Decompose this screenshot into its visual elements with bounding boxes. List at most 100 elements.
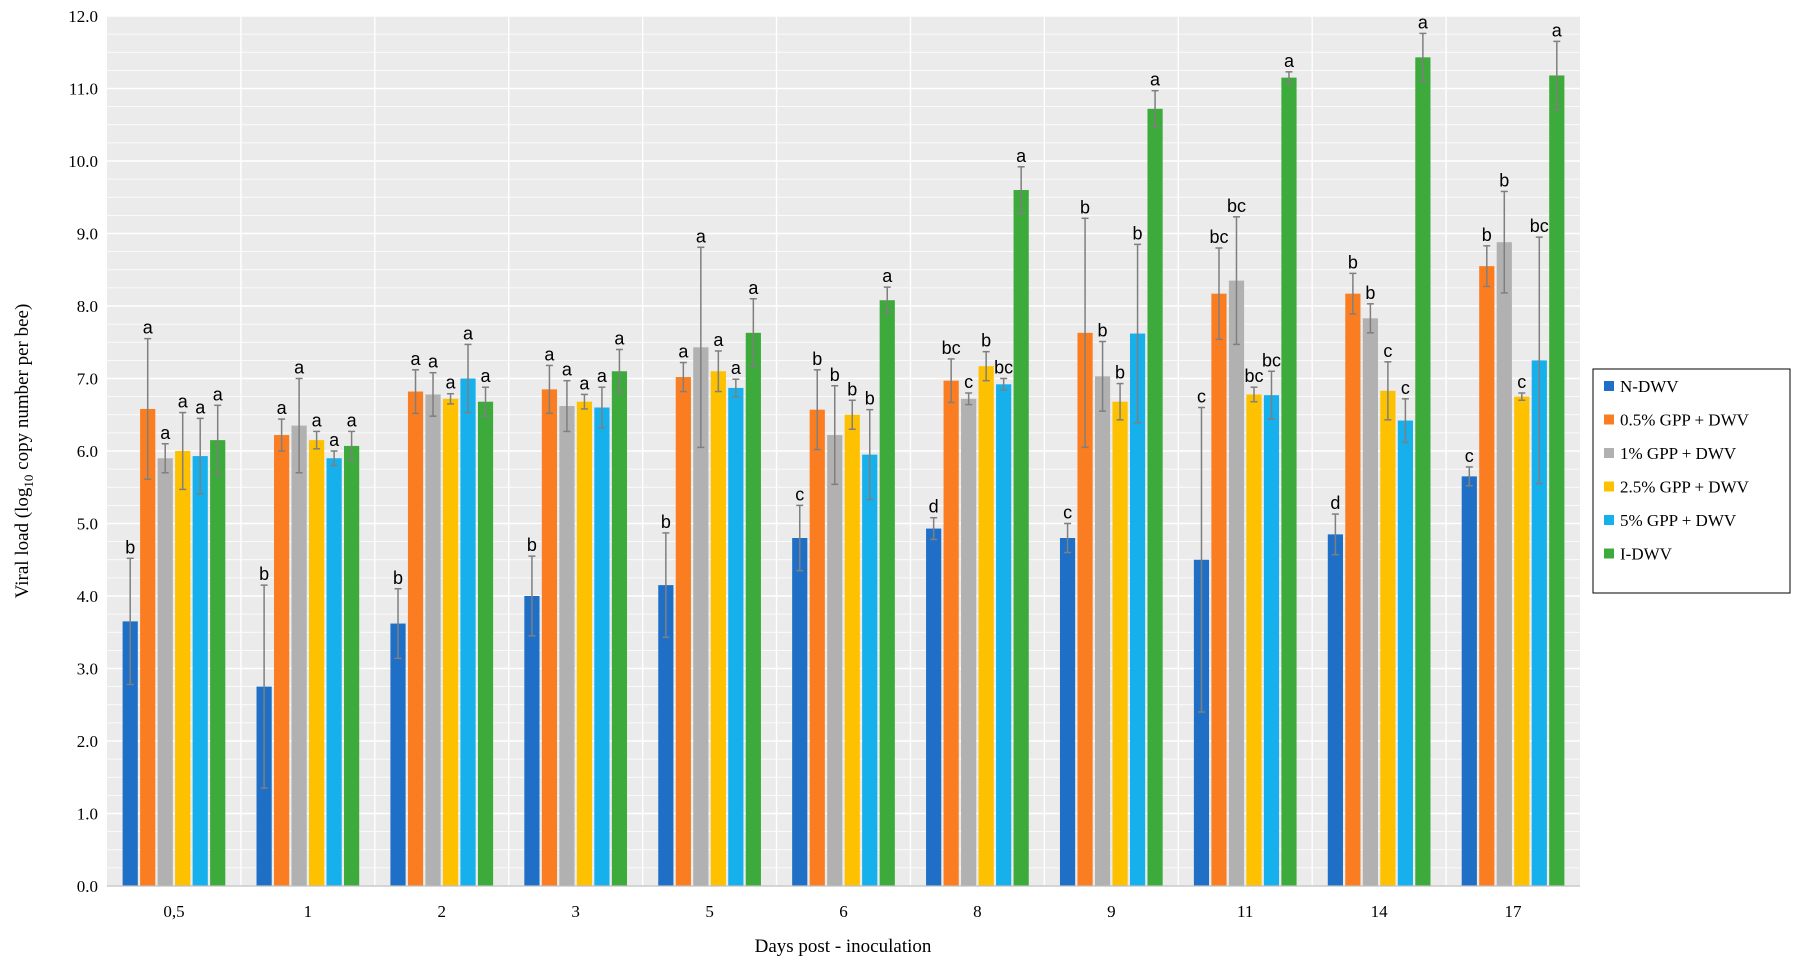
bar bbox=[745, 332, 761, 886]
bar bbox=[157, 458, 173, 886]
significance-label: bc bbox=[1244, 366, 1263, 386]
significance-label: a bbox=[160, 423, 171, 443]
significance-label: a bbox=[446, 373, 457, 393]
significance-label: b bbox=[1098, 321, 1108, 341]
bar bbox=[827, 435, 843, 886]
bar bbox=[710, 371, 726, 886]
significance-label: c bbox=[1063, 503, 1072, 523]
bar bbox=[1345, 293, 1361, 886]
bar bbox=[1263, 395, 1280, 886]
significance-label: bc bbox=[1530, 216, 1549, 236]
bar bbox=[1112, 401, 1128, 886]
significance-label: c bbox=[1383, 341, 1392, 361]
bar bbox=[1211, 293, 1227, 886]
x-tick-label: 11 bbox=[1237, 902, 1253, 921]
legend-box bbox=[1592, 368, 1791, 594]
y-axis-ticks: 0.0 1.0 2.0 3.0 4.0 5.0 6.0 7.0 8.0 9.0 10.0 11.0 12… bbox=[68, 7, 98, 896]
bar bbox=[1228, 280, 1245, 886]
significance-label: b bbox=[1482, 225, 1492, 245]
significance-label: b bbox=[1365, 283, 1375, 303]
y-tick-label: 1.0 bbox=[77, 805, 98, 824]
significance-label: a bbox=[713, 330, 724, 350]
x-tick-label: 6 bbox=[839, 902, 848, 921]
significance-label: bc bbox=[994, 358, 1013, 378]
significance-label: a bbox=[411, 349, 422, 369]
significance-label: a bbox=[347, 410, 358, 430]
bar bbox=[1549, 75, 1565, 886]
significance-label: b bbox=[830, 365, 840, 385]
y-tick-label: 6.0 bbox=[77, 442, 98, 461]
legend-label: I-DWV bbox=[1620, 545, 1673, 564]
significance-label: c bbox=[964, 372, 973, 392]
bar bbox=[344, 445, 360, 886]
bar bbox=[879, 300, 895, 886]
significance-label: b bbox=[393, 568, 403, 588]
bar bbox=[425, 394, 441, 886]
significance-label: bc bbox=[942, 338, 961, 358]
significance-label: a bbox=[597, 366, 608, 386]
legend-label: N-DWV bbox=[1620, 377, 1679, 396]
significance-label: a bbox=[312, 410, 323, 430]
significance-label: a bbox=[277, 398, 288, 418]
y-tick-label: 3.0 bbox=[77, 660, 98, 679]
significance-label: b bbox=[1115, 363, 1125, 383]
bar bbox=[1496, 242, 1512, 886]
bar-series bbox=[122, 57, 1565, 887]
bar bbox=[122, 621, 138, 886]
significance-label: b bbox=[527, 535, 537, 555]
y-tick-label: 12.0 bbox=[68, 7, 98, 26]
bar bbox=[926, 528, 942, 886]
bar bbox=[559, 406, 575, 886]
significance-label: b bbox=[865, 389, 875, 409]
bar bbox=[326, 458, 342, 886]
y-tick-label: 10.0 bbox=[68, 152, 98, 171]
significance-label: b bbox=[1133, 223, 1143, 243]
significance-label: a bbox=[143, 318, 154, 338]
bar bbox=[943, 380, 959, 886]
significance-label: b bbox=[847, 379, 857, 399]
y-tick-label: 4.0 bbox=[77, 587, 98, 606]
significance-label: a bbox=[731, 358, 742, 378]
bar bbox=[1094, 376, 1111, 886]
significance-label: a bbox=[882, 266, 893, 286]
significance-label: b bbox=[661, 512, 671, 532]
bar bbox=[1059, 538, 1076, 886]
significance-label: a bbox=[678, 342, 689, 362]
x-tick-label: 8 bbox=[973, 902, 982, 921]
bar bbox=[1461, 476, 1477, 886]
significance-label: d bbox=[929, 497, 939, 517]
significance-label: d bbox=[1330, 493, 1340, 513]
y-axis-title: Viral load (log10 copy number per bee) bbox=[12, 304, 36, 599]
significance-label: b bbox=[1348, 252, 1358, 272]
bar bbox=[1129, 333, 1146, 886]
bar bbox=[792, 538, 808, 886]
legend: N-DWV 0.5% GPP + DWV 1% GPP + DWV 2.5% GPP … bbox=[1592, 368, 1791, 594]
significance-label: a bbox=[1418, 12, 1429, 32]
significance-label: a bbox=[463, 323, 474, 343]
bar bbox=[192, 456, 208, 886]
bar bbox=[309, 440, 325, 886]
significance-label: c bbox=[1197, 387, 1206, 407]
bar bbox=[1397, 420, 1413, 886]
x-tick-label: 14 bbox=[1371, 902, 1389, 921]
legend-swatch bbox=[1604, 414, 1614, 425]
legend-label: 5% GPP + DWV bbox=[1620, 511, 1737, 530]
error-bars bbox=[126, 32, 1561, 789]
bar bbox=[728, 387, 744, 886]
bar bbox=[460, 378, 476, 886]
bar bbox=[862, 454, 878, 886]
bar bbox=[1193, 559, 1210, 886]
significance-label: c bbox=[1401, 378, 1410, 398]
significance-label: a bbox=[544, 344, 555, 364]
significance-label: b bbox=[1499, 170, 1509, 190]
bar bbox=[658, 585, 674, 886]
significance-label: a bbox=[294, 358, 305, 378]
significance-label: b bbox=[259, 564, 269, 584]
y-tick-label: 9.0 bbox=[77, 225, 98, 244]
significance-label: bc bbox=[1209, 227, 1228, 247]
significance-label: a bbox=[614, 329, 625, 349]
y-tick-label: 2.0 bbox=[77, 732, 98, 751]
significance-label: b bbox=[812, 349, 822, 369]
bar bbox=[611, 371, 628, 886]
significance-label: a bbox=[748, 278, 759, 298]
